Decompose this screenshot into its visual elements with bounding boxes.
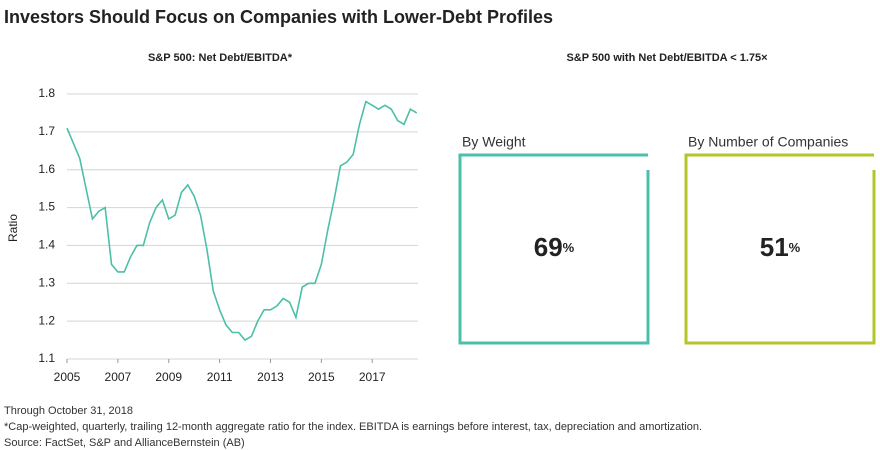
footnote: Through October 31, 2018: [4, 405, 133, 417]
box-frame: [458, 153, 650, 345]
y-tick-label: 1.5: [38, 200, 55, 214]
y-tick-label: 1.4: [38, 238, 55, 252]
x-tick-label: 2007: [105, 370, 132, 384]
unit: %: [789, 240, 801, 255]
x-tick-label: 2017: [359, 370, 386, 384]
box-value: 51%: [760, 232, 801, 262]
x-tick-label: 2009: [155, 370, 182, 384]
x-tick-label: 2005: [54, 370, 81, 384]
unit: %: [563, 240, 575, 255]
y-tick-label: 1.2: [38, 313, 55, 327]
y-tick-label: 1.3: [38, 275, 55, 289]
x-tick-label: 2013: [257, 370, 284, 384]
chart-title: S&P 500: Net Debt/EBITDA*: [148, 52, 293, 64]
y-axis-label: Ratio: [6, 214, 20, 242]
box-value: 69%: [534, 232, 575, 262]
page-title: Investors Should Focus on Companies with…: [4, 7, 553, 27]
x-tick-label: 2015: [308, 370, 335, 384]
footnote: Source: FactSet, S&P and AllianceBernste…: [4, 437, 245, 449]
y-tick-label: 1.7: [38, 124, 55, 138]
y-tick-label: 1.1: [38, 351, 55, 365]
y-tick-label: 1.8: [38, 86, 55, 100]
box-frame: [684, 153, 876, 345]
box-label: By Number of Companies: [688, 134, 848, 150]
box-label: By Weight: [462, 134, 526, 150]
x-tick-label: 2011: [207, 370, 233, 384]
value: 51: [760, 232, 789, 262]
value: 69: [534, 232, 563, 262]
footnote: *Cap-weighted, quarterly, trailing 12-mo…: [4, 421, 702, 433]
stats-title: S&P 500 with Net Debt/EBITDA < 1.75×: [566, 52, 767, 64]
y-tick-label: 1.6: [38, 162, 55, 176]
data-line: [66, 100, 418, 342]
